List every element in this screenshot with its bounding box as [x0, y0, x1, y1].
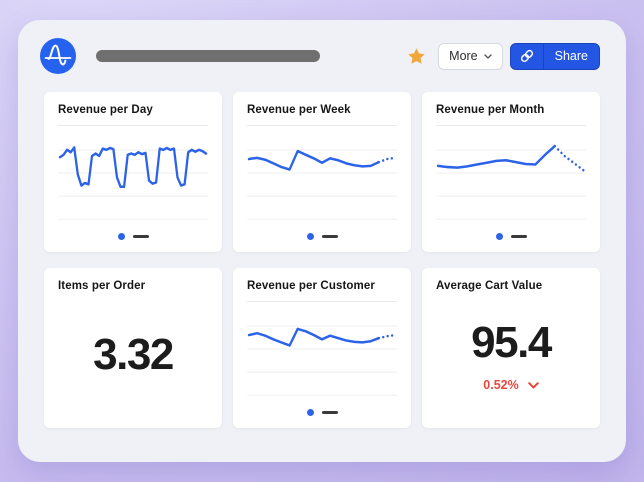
share-button[interactable]: Share	[509, 42, 600, 70]
legend-series-dash	[321, 410, 338, 414]
card-revenue-per-day[interactable]: Revenue per Day	[44, 92, 222, 252]
chart-legend	[58, 230, 208, 242]
more-button-label: More	[449, 49, 478, 63]
card-revenue-per-month[interactable]: Revenue per Month	[422, 92, 600, 252]
chart-legend	[247, 406, 397, 418]
metric-change-indicator: 0.52%	[483, 378, 539, 392]
card-title: Revenue per Day	[58, 104, 153, 116]
legend-series-dash	[510, 234, 527, 238]
card-revenue-per-week[interactable]: Revenue per Week	[233, 92, 411, 252]
line-chart[interactable]	[436, 127, 586, 228]
legend-series-dash	[132, 234, 149, 238]
legend-series-dot	[306, 232, 314, 240]
card-title-divider	[247, 125, 397, 126]
share-button-label: Share	[554, 49, 588, 63]
card-title-divider	[436, 125, 586, 126]
card-title: Revenue per Month	[436, 104, 545, 116]
card-title: Revenue per Week	[247, 104, 351, 116]
dashboard-panel: More Share	[18, 20, 626, 462]
card-average-cart-value[interactable]: Average Cart Value 95.4 0.52%	[422, 268, 600, 428]
card-title-divider	[58, 125, 208, 126]
chevron-down-icon	[527, 381, 539, 388]
line-chart[interactable]	[247, 303, 397, 404]
line-chart[interactable]	[247, 127, 397, 228]
legend-series-dot	[495, 232, 503, 240]
more-button[interactable]: More	[438, 42, 503, 70]
share-link-segment[interactable]	[511, 44, 543, 69]
card-revenue-per-customer[interactable]: Revenue per Customer	[233, 268, 411, 428]
legend-series-dash	[321, 234, 338, 238]
card-title: Average Cart Value	[436, 280, 543, 292]
metric-box: 95.4 0.52%	[436, 292, 586, 418]
chevron-down-icon	[483, 53, 492, 59]
line-chart[interactable]	[58, 127, 208, 228]
card-title: Revenue per Customer	[247, 280, 375, 292]
metric-box: 3.32	[58, 292, 208, 418]
metric-value: 95.4	[471, 318, 552, 367]
cards-grid: Revenue per Day Revenue per Week Revenue…	[44, 92, 600, 428]
link-icon	[520, 49, 533, 63]
card-title: Items per Order	[58, 280, 146, 292]
card-items-per-order[interactable]: Items per Order 3.32	[44, 268, 222, 428]
header-actions: More Share	[407, 42, 600, 70]
amplitude-logo-icon[interactable]	[40, 38, 76, 74]
dashboard-title-placeholder-bar	[96, 50, 320, 62]
legend-series-dot	[306, 408, 314, 416]
share-button-divider	[542, 43, 544, 69]
card-title-divider	[247, 301, 397, 302]
favorite-star-icon[interactable]	[407, 47, 426, 66]
chart-legend	[436, 230, 586, 242]
metric-change-value: 0.52%	[483, 378, 519, 392]
metric-value: 3.32	[93, 330, 174, 379]
chart-legend	[247, 230, 397, 242]
header: More Share	[18, 20, 626, 74]
legend-series-dot	[117, 232, 125, 240]
